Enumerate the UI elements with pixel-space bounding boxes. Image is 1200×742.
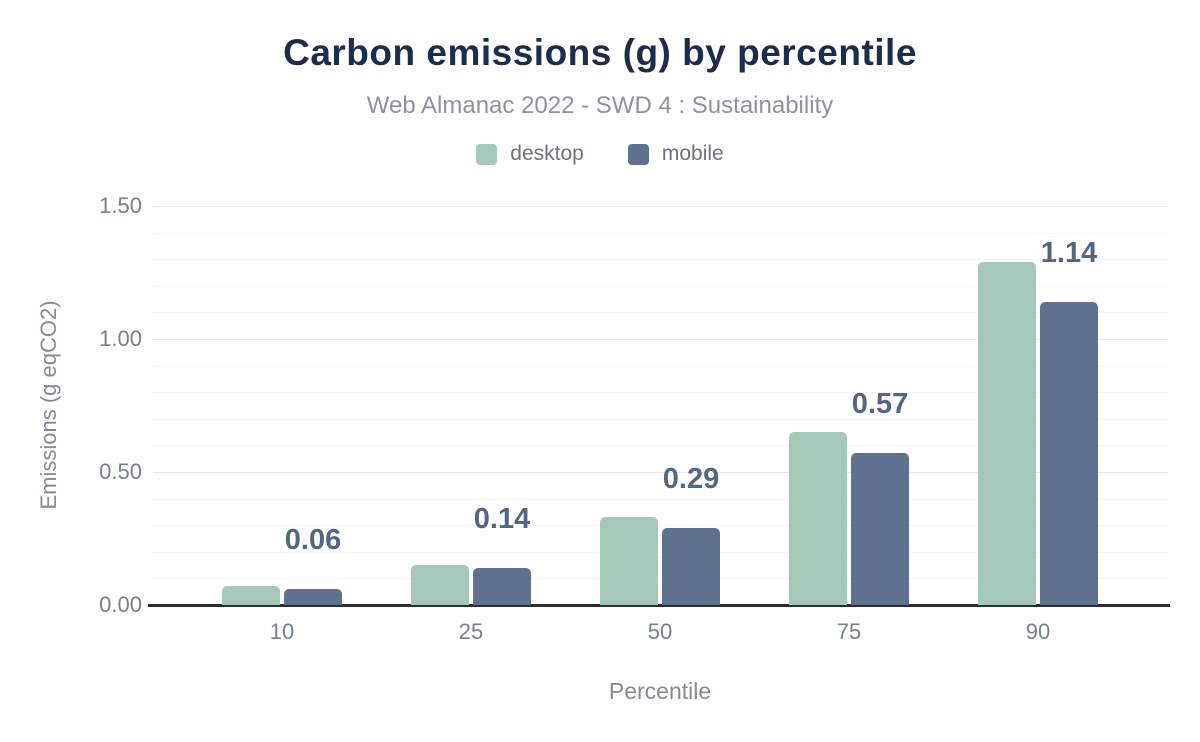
chart-subtitle: Web Almanac 2022 - SWD 4 : Sustainabilit… [366,92,834,119]
bar-mobile-p50[interactable] [662,528,720,605]
gridline-major [153,339,1168,340]
bar-value-label-p75: 0.57 [851,388,909,420]
gridline-minor [153,285,1168,287]
bar-desktop-p10[interactable] [222,586,280,605]
bar-value-label-p10: 0.06 [284,524,342,556]
bar-value-label-p90: 1.14 [1040,237,1098,269]
gridline-minor [153,445,1168,447]
legend-swatch-desktop [476,143,498,165]
gridline-minor [153,418,1168,420]
bar-value-label-p50: 0.29 [662,463,720,495]
gridline-minor [153,312,1168,314]
gridline-minor [153,551,1168,553]
bar-mobile-p90[interactable] [1040,302,1098,605]
bar-desktop-p75[interactable] [789,432,847,605]
gridline-minor [153,525,1168,527]
legend-label: mobile [661,142,724,165]
bar-desktop-p90[interactable] [978,262,1036,605]
bar-mobile-p75[interactable] [851,453,909,605]
gridline-major [153,206,1168,207]
legend-swatch-mobile [627,143,649,165]
bar-desktop-p25[interactable] [411,565,469,605]
y-axis-tick-label: 1.00 [99,326,142,351]
x-axis-tick-label-90: 90 [1025,619,1051,644]
gridline-minor [153,259,1168,261]
legend-label: desktop [510,142,584,165]
legend-item-mobile[interactable]: mobile [627,142,724,166]
x-axis-line [148,604,1170,607]
y-axis-tick-label: 0.50 [99,459,142,484]
x-axis-tick-label-50: 50 [647,619,673,644]
bar-mobile-p10[interactable] [284,589,342,605]
legend-item-desktop[interactable]: desktop [476,142,584,166]
gridline-minor [153,232,1168,234]
chart-title: Carbon emissions (g) by percentile [283,32,917,73]
gridline-minor [153,392,1168,394]
x-axis-title: Percentile [608,678,712,704]
bar-value-label-p25: 0.14 [473,503,531,535]
gridline-minor [153,498,1168,500]
bar-desktop-p50[interactable] [600,517,658,605]
x-axis-tick-label-10: 10 [269,619,295,644]
x-axis-tick-label-25: 25 [458,619,484,644]
bar-mobile-p25[interactable] [473,568,531,605]
y-axis-tick-label: 1.50 [99,193,142,218]
gridline-minor [153,578,1168,580]
y-axis-tick-label: 0.00 [99,592,142,617]
gridline-major [153,472,1168,473]
x-axis-tick-label-75: 75 [836,619,862,644]
gridline-minor [153,365,1168,367]
legend: desktop mobile [0,142,1200,166]
